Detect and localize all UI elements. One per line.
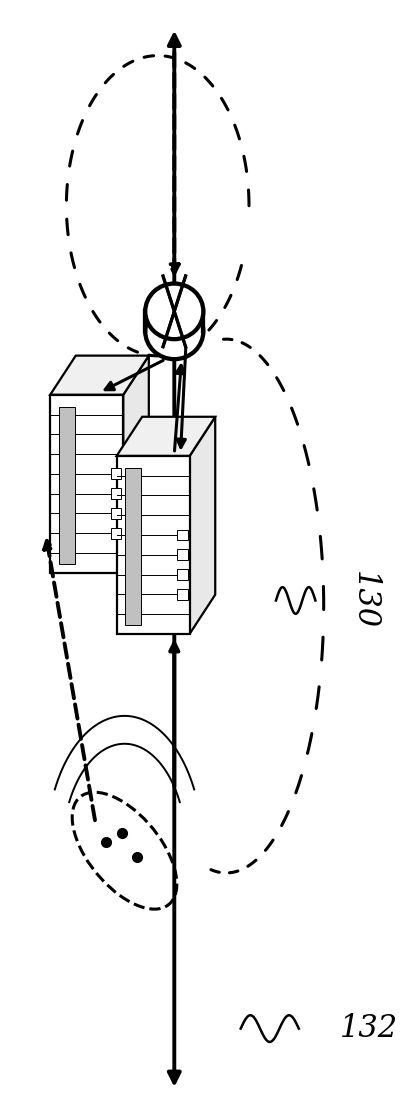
Bar <box>59 407 75 564</box>
Polygon shape <box>123 356 149 573</box>
Ellipse shape <box>145 284 203 339</box>
Polygon shape <box>50 395 123 573</box>
Polygon shape <box>50 356 149 395</box>
Bar <box>111 488 121 499</box>
Bar <box>177 529 188 540</box>
Polygon shape <box>117 417 215 456</box>
Bar <box>177 589 188 599</box>
Bar <box>177 569 188 580</box>
Bar <box>111 508 121 519</box>
Text: 132: 132 <box>340 1013 398 1044</box>
Bar <box>125 468 141 625</box>
Polygon shape <box>117 456 190 634</box>
Bar <box>111 528 121 538</box>
Polygon shape <box>190 417 215 634</box>
Bar <box>111 468 121 479</box>
Ellipse shape <box>145 304 203 359</box>
Bar <box>177 549 188 560</box>
Text: 130: 130 <box>349 572 380 629</box>
